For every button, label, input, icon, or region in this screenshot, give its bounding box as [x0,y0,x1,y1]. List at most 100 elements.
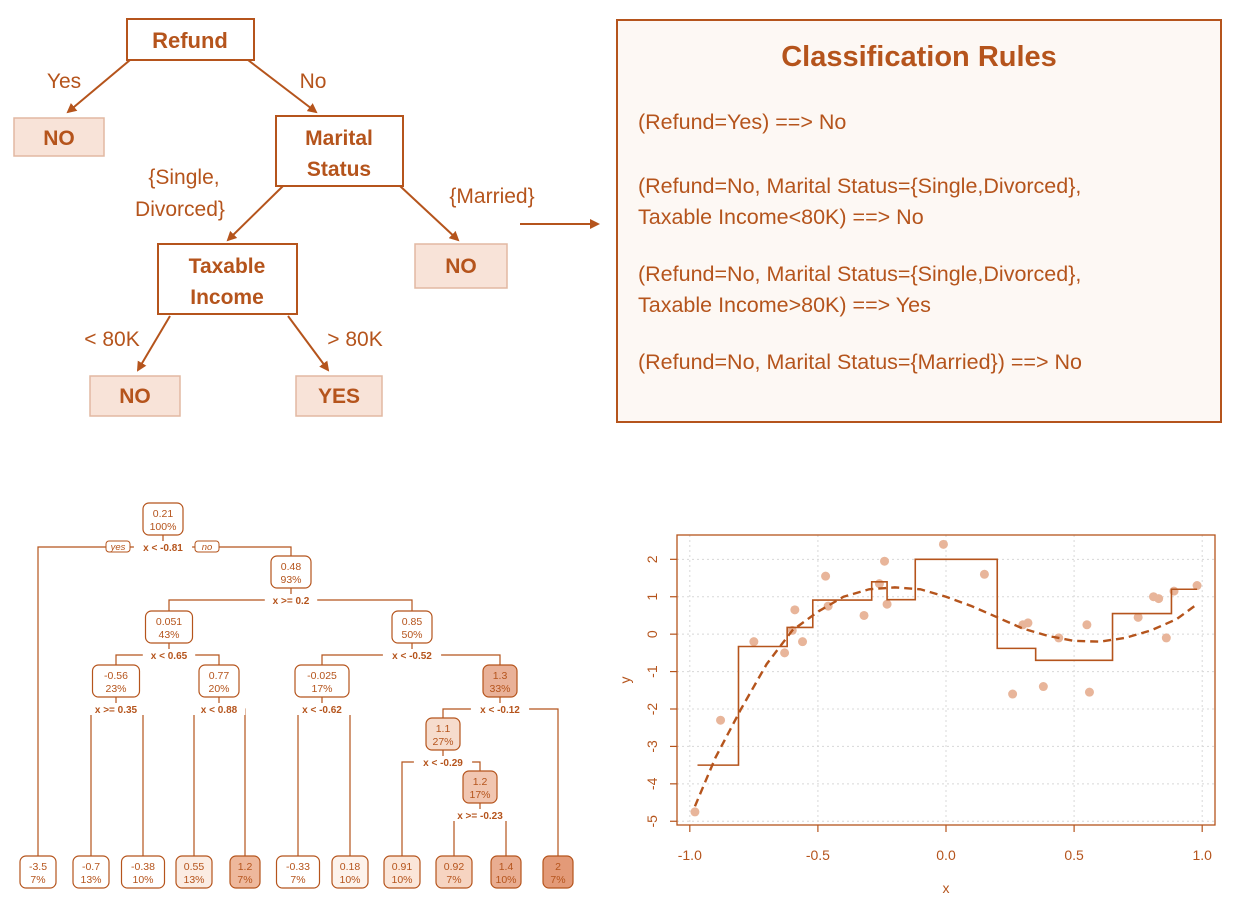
data-point [1192,581,1202,591]
rtree-node-n4-pct: 23% [105,683,126,695]
y-tick-label: -2 [644,703,660,716]
node-income-label-1: Taxable [189,255,266,278]
rtree-leaf-6-pct: 10% [339,874,360,886]
node-refund: Refund [126,18,255,61]
rtree-leaf-9-pct: 10% [495,874,516,886]
node-income-label-2: Income [190,286,264,309]
rtree-node-n5-pct: 20% [208,683,229,695]
data-point [1082,620,1092,630]
rtree-leaf-9-value: 1.4 [499,861,514,873]
rtree-split-bg [470,703,530,715]
rtree-connector-n4 [90,708,144,856]
rtree-node-n3-value: 0.85 [402,616,423,628]
data-point [716,715,726,725]
true-curve-line [693,586,1198,807]
y-tick-label: 1 [644,593,660,601]
rtree-split-label: x >= 0.2 [273,596,310,607]
rtree-node-n5 [198,664,240,698]
rtree-split-bg [86,703,146,715]
rtree-leaf-9 [490,855,522,889]
regression-tree: x < -0.81 x >= 0.2 x < 0.65 x < -0.52 x >= 0… [19,502,574,889]
x-tick-label: -0.5 [806,847,830,863]
rtree-leaf-1-value: -0.7 [82,861,100,873]
rtree-split-bg [382,649,442,661]
x-tick-label: -1.0 [678,847,702,863]
data-point [1038,682,1048,692]
data-point [798,637,808,647]
rtree-leaf-0 [19,855,57,889]
rtree-node-n3-pct: 50% [401,629,422,641]
rtree-node-n1-pct: 93% [280,574,301,586]
y-tick-label: -3 [644,740,660,753]
rtree-node-n8 [425,717,461,751]
rtree-leaf-7-pct: 10% [391,874,412,886]
rtree-leaf-3-pct: 13% [183,874,204,886]
rtree-node-n6 [294,664,350,698]
rtree-node-n9 [462,770,498,804]
rtree-leaf-4 [229,855,261,889]
edge-label-married: {Married} [449,185,534,208]
edge-income-lt [136,315,171,372]
step-function-line [697,558,1198,766]
rtree-yes-tag: yes [110,542,126,553]
rtree-node-n2 [144,610,194,644]
rtree-connector-n0 [37,546,292,856]
data-point [882,599,892,609]
data-point [780,648,790,658]
rtree-node-n6-pct: 17% [311,683,332,695]
scatter-plot: -1.0 -0.5 0.0 0.5 1.0 -5 -4 -3 -2 -1 0 1 2 x y [617,534,1216,896]
rtree-node-n3 [391,610,433,644]
rtree-split-bg [448,809,512,821]
rtree-leaf-1 [72,855,110,889]
rtree-split-label: x < -0.12 [480,705,520,716]
node-marital-label-2: Status [307,158,371,181]
rtree-split-label: x < -0.81 [143,543,183,554]
rtree-split-label: x >= -0.23 [457,811,503,822]
rtree-leaf-10-value: 2 [555,861,561,873]
rtree-node-n9-value: 1.2 [473,776,488,788]
rtree-node-n6-value: -0.025 [307,670,337,682]
rtree-leaf-5-pct: 7% [290,874,305,886]
rtree-leaf-2-pct: 10% [132,874,153,886]
rtree-leaf-4-pct: 7% [237,874,252,886]
rtree-connector-n6 [297,708,351,856]
rtree-node-n2-value: 0.051 [156,616,182,628]
rtree-node-n4-value: -0.56 [104,670,128,682]
rtree-leaf-2-value: -0.38 [131,861,155,873]
rtree-leaf-0-pct: 7% [30,874,45,886]
edge-refund-no [247,59,318,114]
rtree-leaf-7 [383,855,421,889]
rtree-split-label: x < -0.52 [392,651,432,662]
data-point [749,637,759,647]
edge-marital-single [226,185,284,242]
edge-label-single-2: Divorced} [135,198,225,221]
edge-refund-yes [66,59,131,114]
rtree-node-n0 [142,502,184,536]
x-tick-label: 0.5 [1064,847,1084,863]
data-point [690,807,700,817]
node-taxable-income: Taxable Income [157,243,298,315]
rtree-split-bg [192,703,246,715]
rule-3-line-2: Taxable Income>80K) ==> Yes [638,293,931,317]
rtree-split-bg [292,703,352,715]
edge-label-single-1: {Single, [148,166,219,189]
rtree-node-n7 [482,664,518,698]
rtree-leaf-3 [175,855,213,889]
rtree-node-n2-pct: 43% [158,629,179,641]
rtree-node-n8-pct: 27% [432,736,453,748]
rule-2-line-2: Taxable Income<80K) ==> No [638,205,924,229]
data-point [859,610,869,620]
data-point [1023,618,1033,628]
rtree-split-label: x < 0.65 [151,651,188,662]
rtree-split-label: x < -0.29 [423,758,463,769]
rtree-split-label: x < 0.88 [201,705,238,716]
rule-4: (Refund=No, Marital Status={Married}) ==… [638,347,1082,378]
leaf-refund-yes: NO [13,117,105,157]
data-point [874,579,884,589]
data-point [1154,594,1164,604]
rtree-no-tag-box [194,540,220,553]
rule-3: (Refund=No, Marital Status={Single,Divor… [638,259,1081,321]
rtree-split-label: x >= 0.35 [95,705,138,716]
edge-marital-married [399,185,460,242]
